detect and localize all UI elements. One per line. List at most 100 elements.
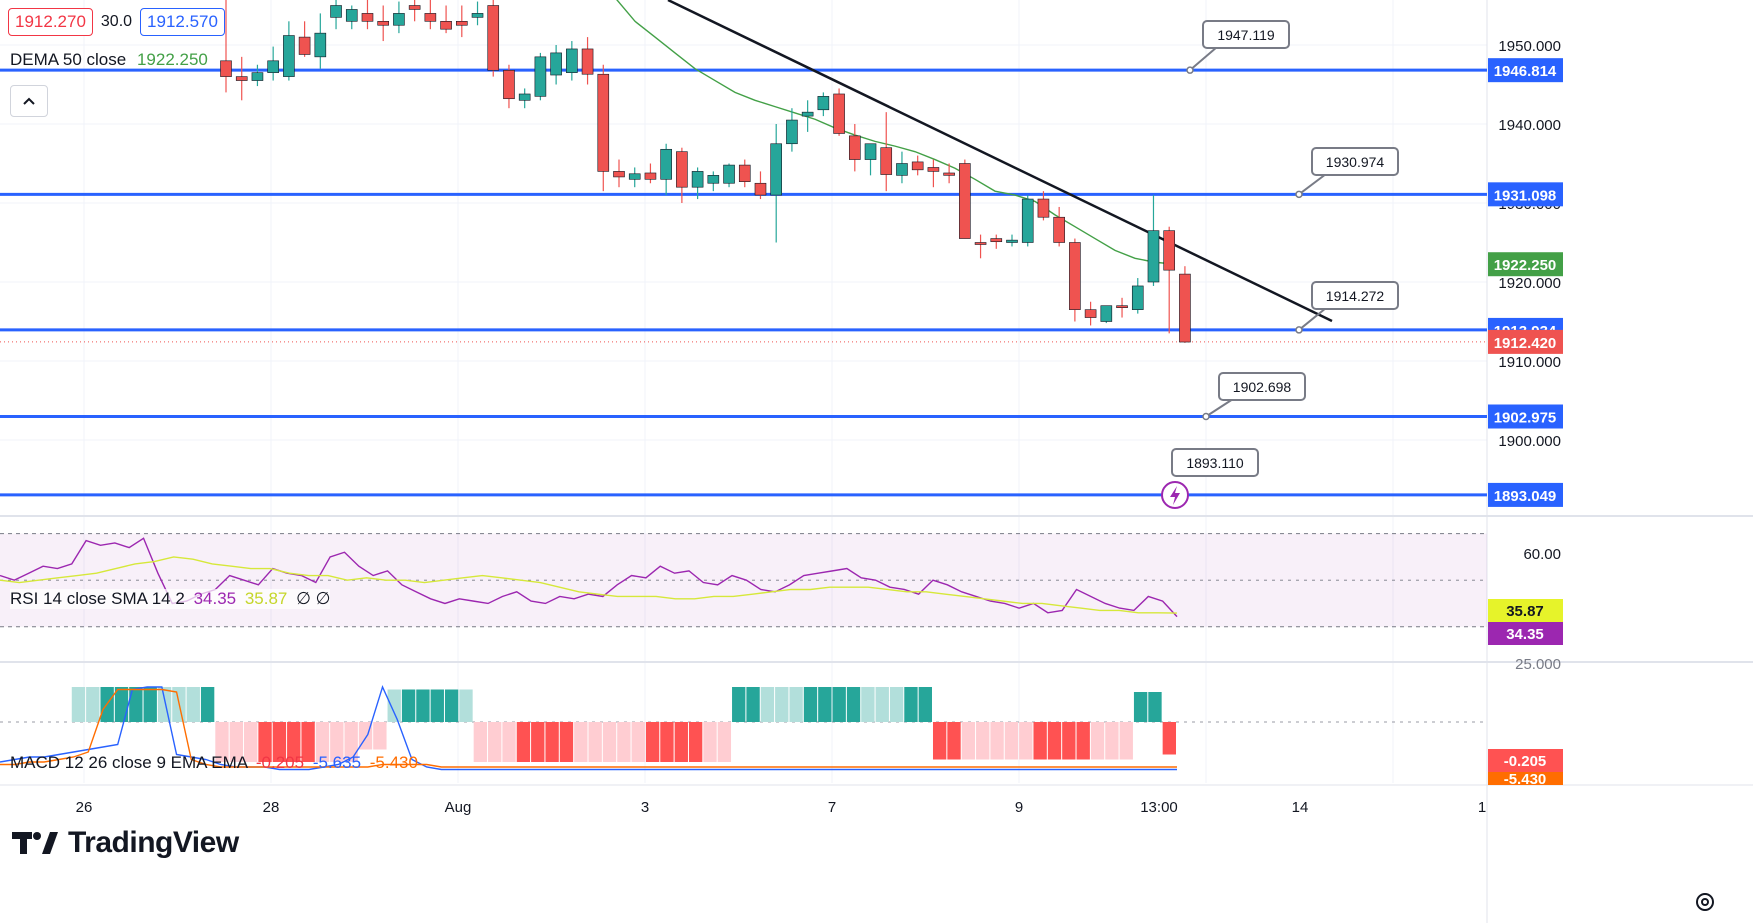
macd-histogram-bar[interactable] [1119, 722, 1133, 760]
macd-histogram-bar[interactable] [401, 689, 416, 723]
candle-body[interactable] [959, 163, 971, 239]
macd-histogram-bar[interactable] [1004, 722, 1019, 760]
macd-histogram-bar[interactable] [904, 687, 918, 722]
macd-histogram-bar[interactable] [602, 722, 617, 762]
macd-histogram-bar[interactable] [1133, 692, 1148, 722]
macd-histogram-bar[interactable] [416, 689, 430, 723]
candle-body[interactable] [330, 5, 342, 18]
macd-histogram-bar[interactable] [287, 722, 301, 762]
candle-body[interactable] [691, 171, 704, 188]
macd-histogram-bar[interactable] [574, 722, 588, 762]
macd-histogram-bar[interactable] [86, 687, 100, 722]
macd-histogram-bar[interactable] [71, 687, 86, 722]
candle-body[interactable] [440, 20, 452, 30]
candle-body[interactable] [424, 13, 437, 22]
candle-body[interactable] [943, 172, 955, 176]
macd-histogram-bar[interactable] [430, 689, 444, 723]
callout-box[interactable] [1311, 147, 1399, 176]
candle-body[interactable] [455, 20, 468, 26]
macd-histogram-bar[interactable] [617, 722, 631, 762]
macd-histogram-bar[interactable] [818, 687, 832, 722]
macd-histogram-bar[interactable] [272, 722, 287, 762]
macd-legend[interactable]: MACD 12 26 close 9 EMA EMA -0.205 -5.635… [10, 753, 418, 773]
macd-histogram-bar[interactable] [775, 687, 789, 722]
macd-histogram-bar[interactable] [258, 722, 272, 762]
price-level-tag[interactable] [1488, 182, 1563, 207]
candle-body[interactable] [1116, 305, 1128, 309]
candle-body[interactable] [801, 111, 814, 117]
candle-body[interactable] [581, 48, 594, 75]
macd-histogram-bar[interactable] [559, 722, 574, 762]
price-label-tag[interactable] [1488, 329, 1563, 354]
macd-histogram-bar[interactable] [1105, 722, 1119, 760]
callout-box[interactable] [1171, 448, 1259, 477]
macd-histogram-bar[interactable] [645, 722, 660, 762]
callout-box[interactable] [1202, 20, 1290, 49]
macd-histogram-bar[interactable] [330, 722, 344, 762]
price-level-tag[interactable] [1488, 482, 1563, 507]
candle-body[interactable] [1179, 273, 1191, 343]
macd-histogram-bar[interactable] [229, 722, 244, 762]
candle-body[interactable] [1037, 198, 1050, 218]
macd-histogram-bar[interactable] [717, 722, 732, 762]
candle-body[interactable] [1147, 230, 1160, 283]
signal-tag[interactable] [1488, 772, 1563, 785]
macd-histogram-bar[interactable] [875, 687, 889, 722]
macd-histogram-bar[interactable] [1033, 722, 1047, 760]
macd-histogram-bar[interactable] [703, 722, 717, 762]
macd-histogram-bar[interactable] [215, 722, 229, 762]
macd-histogram-bar[interactable] [918, 687, 932, 722]
macd-histogram-bar[interactable] [631, 722, 645, 762]
macd-histogram-bar[interactable] [129, 687, 143, 722]
macd-histogram-bar[interactable] [932, 722, 947, 760]
rsi-sma-tag[interactable] [1488, 599, 1563, 622]
macd-histogram-bar[interactable] [531, 722, 545, 762]
candle-body[interactable] [471, 13, 484, 18]
macd-histogram-bar[interactable] [1148, 692, 1162, 722]
macd-histogram-bar[interactable] [832, 687, 846, 722]
macd-histogram-bar[interactable] [947, 722, 961, 760]
candle-body[interactable] [660, 148, 672, 180]
bid-price[interactable]: 1912.270 [8, 8, 93, 36]
macd-histogram-bar[interactable] [157, 687, 172, 722]
macd-histogram-bar[interactable] [488, 722, 502, 762]
macd-histogram-bar[interactable] [976, 722, 990, 760]
candle-body[interactable] [1069, 242, 1081, 310]
macd-histogram-bar[interactable] [344, 722, 358, 762]
macd-histogram-bar[interactable] [114, 687, 129, 722]
candle-body[interactable] [896, 163, 908, 176]
candle-body[interactable] [754, 182, 767, 196]
macd-histogram-bar[interactable] [143, 687, 157, 722]
macd-histogram-bar[interactable] [861, 687, 875, 722]
candle-body[interactable] [534, 56, 547, 97]
candle-body[interactable] [503, 69, 515, 100]
macd-histogram-bar[interactable] [674, 722, 688, 762]
macd-hist-tag[interactable] [1488, 749, 1563, 772]
candle-body[interactable] [1053, 216, 1065, 243]
macd-histogram-bar[interactable] [244, 722, 258, 762]
candle-body[interactable] [377, 20, 390, 26]
macd-histogram-bar[interactable] [387, 689, 401, 723]
macd-histogram-bar[interactable] [961, 722, 976, 760]
candle-body[interactable] [393, 13, 405, 26]
candle-body[interactable] [267, 60, 279, 73]
macd-histogram-bar[interactable] [803, 687, 818, 722]
candle-body[interactable] [283, 35, 295, 77]
candle-body[interactable] [550, 52, 562, 76]
candle-body[interactable] [738, 164, 751, 182]
dema-legend[interactable]: DEMA 50 close 1922.250 [10, 50, 208, 70]
candle-body[interactable] [487, 5, 500, 71]
candle-body[interactable] [613, 171, 625, 178]
candle-body[interactable] [990, 238, 1003, 243]
candle-body[interactable] [880, 147, 893, 175]
macd-histogram-bar[interactable] [459, 689, 473, 723]
macd-histogram-bar[interactable] [1019, 722, 1033, 760]
candle-body[interactable] [864, 143, 877, 160]
rsi-tag[interactable] [1488, 622, 1563, 645]
candle-body[interactable] [770, 143, 783, 196]
macd-histogram-bar[interactable] [315, 722, 330, 762]
macd-histogram-bar[interactable] [660, 722, 674, 762]
callout-box[interactable] [1218, 372, 1306, 401]
rsi-legend[interactable]: RSI 14 close SMA 14 2 34.35 35.87 ∅ ∅ [10, 589, 331, 609]
macd-histogram-bar[interactable] [588, 722, 602, 762]
